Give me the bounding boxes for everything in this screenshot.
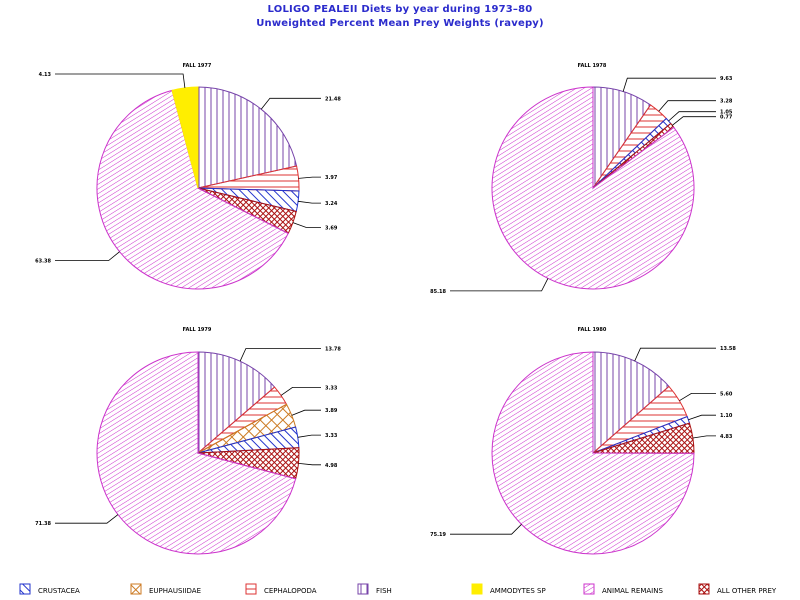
pie-slice-animal_remains [96,89,289,290]
slice-value-label: 4.83 [720,434,733,440]
slice-leader-line [450,278,549,292]
pie-slice-animal_remains [491,351,695,555]
slice-leader-line [668,111,716,122]
legend-swatch [19,583,31,595]
legend-label: CRUSTACEA [38,587,80,595]
chart-subtitle: Unweighted Percent Mean Prey Weights (ra… [256,18,544,29]
slice-leader-line [239,348,321,362]
legend-swatch [583,583,595,595]
legend-swatch [357,583,369,595]
slice-leader-line [658,100,716,112]
slice-leader-line [298,463,321,466]
legend-item-other_prey: ALL OTHER PREY [698,583,777,595]
legend-swatch [245,583,257,595]
legend-label: CEPHALOPODA [264,587,317,595]
slice-leader-line [260,97,321,110]
pie-title: FALL 1980 [578,327,607,333]
slice-value-label: 21.48 [325,96,341,102]
legend-swatch [698,583,710,595]
slice-leader-line [679,392,716,402]
slice-value-label: 5.60 [720,391,733,397]
slice-value-label: 4.98 [325,463,338,469]
pie-title: FALL 1977 [183,63,212,69]
slice-value-label: 3.28 [720,99,733,105]
slice-leader-line [298,176,321,179]
legend-label: AMMODYTES SP [490,587,546,595]
legend: CRUSTACEA EUPHAUSIIDAE CEPHALOPODA FISH AMMO… [19,583,777,595]
legend-label: FISH [376,587,392,595]
legend-label: ANIMAL REMAINS [602,587,663,595]
pie-slice-animal_remains [491,86,695,290]
slice-value-label: 1.05 [720,110,733,116]
pie-slice-fish [197,86,298,189]
slice-leader-line [55,251,120,261]
legend-item-animal_remains: ANIMAL REMAINS [583,583,663,595]
legend-item-cephalopoda: CEPHALOPODA [245,583,317,595]
slice-value-label: 85.18 [430,289,446,295]
slice-value-label: 4.13 [39,72,52,78]
pie-slice-fish [592,351,670,455]
legend-label: ALL OTHER PREY [717,587,777,595]
slice-leader-line [622,77,716,92]
slice-leader-line [292,222,321,228]
slice-value-label: 3.89 [325,408,338,414]
slice-leader-line [291,409,321,416]
pie-slice-fish [197,351,276,455]
pie-chart-2: FALL 1978 9.63 3.28 1.050.77 85.18 [430,63,733,295]
slice-leader-line [280,386,321,396]
slice-value-label: 3.33 [325,385,338,391]
slice-leader-line [298,200,321,204]
chart-title: LOLIGO PEALEII Diets by year during 1973… [267,4,533,15]
slice-leader-line [297,434,321,438]
legend-swatch [471,583,483,595]
slice-leader-line [450,524,522,535]
pie-chart-4: FALL 1980 13.58 5.60 1.10 4.83 75.19 [430,327,736,555]
pie-chart-1: FALL 1977 21.48 3.97 3.24 3.69 63.38 4.13 [35,63,341,290]
slice-value-label: 9.63 [720,76,733,82]
slice-value-label: 3.97 [325,175,338,181]
slice-value-label: 71.38 [35,521,51,527]
pie-charts: FALL 197721.483.973.243.6963.384.13FALL … [35,63,736,555]
slice-value-label: 3.69 [325,225,338,231]
slice-value-label: 3.33 [325,433,338,439]
legend-swatch [130,583,142,595]
slice-value-label: 0.77 [720,115,733,121]
slice-value-label: 63.38 [35,259,51,265]
pie-title: FALL 1979 [183,327,212,333]
pie-chart-3: FALL 1979 13.78 3.33 3.89 3.33 4.98 71.38 [35,327,341,555]
legend-label: EUPHAUSIIDAE [149,587,201,595]
slice-value-label: 3.24 [325,201,338,207]
slice-leader-line [55,73,186,88]
legend-item-euphausiidae: EUPHAUSIIDAE [130,583,201,595]
slice-leader-line [55,514,119,524]
slice-leader-line [671,116,716,126]
legend-item-ammodytes: AMMODYTES SP [471,583,546,595]
slice-leader-line [634,347,716,362]
slice-leader-line [688,414,716,421]
slice-value-label: 13.78 [325,347,341,353]
slice-value-label: 13.58 [720,346,736,352]
legend-item-fish: FISH [357,583,392,595]
slice-leader-line [692,435,716,439]
legend-item-crustacea: CRUSTACEA [19,583,80,595]
slice-value-label: 1.10 [720,413,733,419]
pie-title: FALL 1978 [578,63,607,69]
slice-value-label: 75.19 [430,532,446,538]
